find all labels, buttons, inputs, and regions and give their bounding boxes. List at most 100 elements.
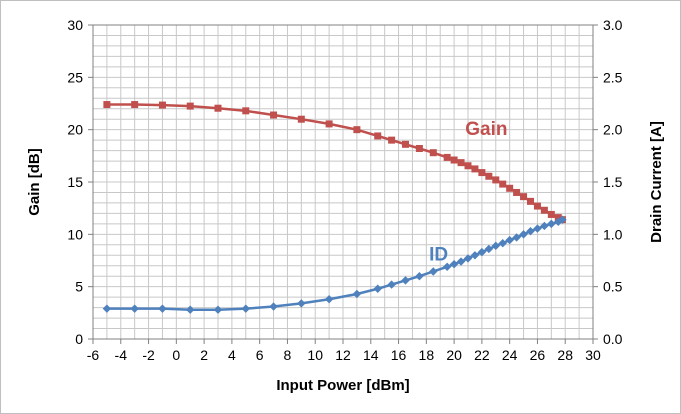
- gain-data-point: [186, 102, 194, 110]
- gain-data-point: [478, 169, 486, 177]
- gain-data-point: [429, 149, 437, 157]
- x-tick-label: 22: [474, 347, 490, 363]
- id-data-point: [554, 217, 563, 226]
- id-data-point: [505, 235, 514, 245]
- x-tick-label: 24: [502, 347, 518, 363]
- gain-data-point: [353, 126, 361, 134]
- x-axis-title: Input Power [dBm]: [276, 377, 409, 394]
- x-tick-label: 30: [585, 347, 601, 363]
- y2-axis-ticks: 0.0 0.5 1.0 1.5 2.0 2.5 3.0: [593, 17, 623, 347]
- gain-data-point: [415, 145, 423, 153]
- x-tick-label: 20: [446, 347, 462, 363]
- gain-data-point: [388, 136, 396, 144]
- gain-data-point: [297, 115, 305, 123]
- gain-data-point: [485, 172, 493, 180]
- x-tick-label: -6: [87, 347, 100, 363]
- series-layer: [102, 101, 567, 314]
- y2-tick-label: 0.5: [603, 279, 623, 295]
- id-data-point: [547, 219, 556, 229]
- gain-series-label: Gain: [465, 119, 507, 140]
- x-tick-label: 8: [284, 347, 292, 363]
- y2-tick-label: 2.0: [603, 122, 623, 138]
- id-data-point: [558, 215, 567, 224]
- gain-data-point: [540, 206, 548, 214]
- id-data-point: [533, 224, 542, 233]
- y2-tick-label: 0.0: [603, 331, 623, 347]
- y-tick-label: 15: [67, 174, 83, 190]
- y2-tick-label: 1.5: [603, 174, 623, 190]
- y-tick-label: 10: [67, 226, 83, 242]
- gain-data-point: [325, 120, 333, 128]
- x-tick-label: 4: [228, 347, 236, 363]
- x-tick-label: 12: [335, 347, 351, 363]
- x-tick-label: 0: [172, 347, 180, 363]
- id-data-point: [540, 221, 549, 231]
- gain-data-point: [443, 153, 451, 161]
- id-data-point: [297, 299, 306, 308]
- gain-data-point: [506, 184, 514, 192]
- x-tick-label: 18: [419, 347, 435, 363]
- id-data-point: [352, 289, 362, 299]
- y-tick-label: 0: [75, 331, 83, 347]
- x-axis-ticks: -6 -4 -2 0 2 4 6 8 10 12 14 16 18 20 22 24 26 28 30: [87, 339, 601, 363]
- id-series-label: ID: [429, 245, 448, 266]
- gain-data-point: [520, 193, 528, 201]
- x-tick-label: -4: [115, 347, 128, 363]
- y-tick-label: 25: [67, 69, 83, 85]
- id-data-point: [158, 304, 167, 313]
- gain-data-point: [492, 176, 500, 184]
- id-data-point: [477, 247, 487, 257]
- id-data-point: [415, 272, 424, 281]
- gain-data-point: [471, 165, 479, 173]
- id-data-point: [186, 305, 195, 314]
- id-data-point: [463, 254, 473, 263]
- gain-data-point: [450, 156, 458, 164]
- x-tick-label: 10: [307, 347, 323, 363]
- gain-data-point: [242, 107, 250, 115]
- y2-tick-label: 2.5: [603, 69, 623, 85]
- id-data-point: [429, 267, 438, 276]
- id-data-point: [470, 251, 480, 260]
- x-tick-label: 16: [391, 347, 407, 363]
- y-tick-label: 30: [67, 17, 83, 33]
- gain-data-point: [499, 180, 507, 188]
- id-series: [102, 215, 567, 314]
- id-data-point: [213, 305, 223, 314]
- y2-axis-title: Drain Current [A]: [648, 121, 665, 243]
- gain-data-point: [527, 197, 534, 205]
- gain-data-point: [513, 188, 521, 196]
- id-data-point: [373, 284, 382, 293]
- id-data-point: [449, 259, 459, 269]
- id-data-point: [491, 241, 500, 251]
- y-axis-title: Gain [dB]: [26, 148, 43, 216]
- id-data-point: [102, 304, 112, 313]
- id-data-point: [401, 276, 410, 285]
- gain-data-point: [464, 162, 472, 170]
- gain-data-point: [547, 210, 555, 218]
- x-tick-label: 26: [530, 347, 546, 363]
- gain-data-point: [402, 140, 409, 148]
- y-axis-ticks: 0 5 10 15 20 25 30: [67, 17, 93, 347]
- gain-data-point: [103, 101, 111, 109]
- gain-data-point: [131, 101, 139, 109]
- id-data-point: [130, 304, 139, 313]
- id-data-point: [387, 280, 396, 289]
- id-data-point: [456, 257, 466, 266]
- x-tick-label: 6: [256, 347, 264, 363]
- id-data-point: [324, 295, 334, 304]
- x-tick-label: 2: [200, 347, 208, 363]
- y-tick-label: 5: [75, 279, 83, 295]
- id-data-point: [442, 262, 452, 271]
- id-data-point: [512, 233, 521, 242]
- x-tick-label: -2: [142, 347, 155, 363]
- id-data-point: [526, 226, 535, 236]
- id-data-point: [519, 230, 528, 239]
- id-data-point: [241, 304, 250, 313]
- id-data-point: [498, 239, 507, 248]
- gain-data-point: [457, 159, 465, 167]
- gain-data-point: [270, 111, 278, 119]
- gain-data-point: [214, 104, 222, 112]
- id-data-point: [484, 244, 494, 254]
